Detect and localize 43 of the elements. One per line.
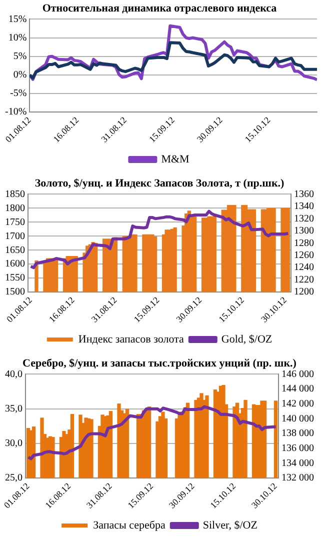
y2-tick-label: 140 000 <box>282 413 314 424</box>
legend-label: Gold, $/OZ <box>221 333 272 346</box>
y-tick-label: 1750 <box>5 216 25 228</box>
y2-tick-label: 1300 <box>294 226 314 237</box>
y2-tick-label: 1360 <box>294 188 314 200</box>
legend-label: Silver, $/OZ <box>202 519 258 532</box>
y2-tick-label: 1340 <box>294 201 314 212</box>
y2-tick-label: 142 000 <box>282 398 314 410</box>
y-tick-label: -10% <box>4 106 27 118</box>
y2-tick-label: 146 000 <box>282 368 314 380</box>
y2-tick-label: 136 000 <box>282 443 314 454</box>
y2-tick-label: 1320 <box>294 213 314 224</box>
chart-title: Серебро, $/унц. и запасы тыс.тройских унций (пр. шк.) <box>22 357 297 370</box>
y2-tick-label: 1240 <box>294 262 314 274</box>
chart-title: Относительная динамика отраслевого индекса <box>42 2 278 14</box>
y-tick-label: 1650 <box>5 244 25 256</box>
y-tick-label: 1600 <box>5 258 25 270</box>
y2-tick-label: 1280 <box>294 238 314 249</box>
y-tick-label: 40,0 <box>5 368 22 380</box>
legend-label: Запасы серебра <box>93 519 166 532</box>
legend-label: Индекс запасов золота <box>78 333 184 346</box>
y-tick-label: 5% <box>13 50 27 62</box>
y-tick-label: 0% <box>13 70 27 81</box>
y2-tick-label: 132 000 <box>282 472 314 484</box>
y-tick-label: 25,0 <box>5 472 22 484</box>
y-tick-label: 1800 <box>5 202 25 214</box>
y2-tick-label: 144 000 <box>282 384 314 395</box>
y-tick-label: 1850 <box>5 188 25 200</box>
y-tick-label: 30,0 <box>5 438 22 450</box>
chart-title: Золото, $/унц. и Индекс Запасов Золота, т (пр.шк.) <box>34 177 285 190</box>
y-tick-label: 10% <box>8 32 27 44</box>
y2-tick-label: 134 000 <box>282 458 314 469</box>
y-tick-label: 15% <box>8 14 27 25</box>
y-tick-label: -5% <box>10 88 27 100</box>
y2-tick-label: 138 000 <box>282 428 314 440</box>
legend-label: M&M <box>161 153 190 166</box>
y2-tick-label: 1220 <box>294 274 314 286</box>
y-tick-label: 35,0 <box>5 403 22 414</box>
y-tick-label: 1500 <box>5 286 25 298</box>
y-tick-label: 1700 <box>5 230 25 242</box>
y2-tick-label: 1260 <box>294 250 314 262</box>
y2-tick-label: 1200 <box>294 286 314 298</box>
y-tick-label: 1550 <box>5 272 25 284</box>
